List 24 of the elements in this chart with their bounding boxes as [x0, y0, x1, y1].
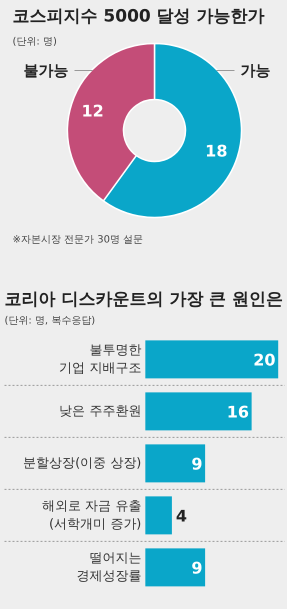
slice-label: 가능 — [240, 62, 270, 80]
y-tick-label: 낮은 주주환원 — [59, 404, 142, 419]
chart-title: 코리아 디스카운트의 가장 큰 원인은 — [4, 290, 284, 310]
bar — [145, 548, 206, 586]
data-label: 4 — [176, 506, 188, 526]
bar — [145, 444, 206, 482]
data-label: 20 — [253, 350, 276, 370]
y-tick-label: 해외로 자금 유출 (서학개미 증가) — [42, 498, 142, 532]
data-label: 12 — [82, 101, 104, 120]
data-label: 9 — [191, 454, 202, 474]
slice-label: 불가능 — [24, 62, 68, 80]
data-label: 9 — [191, 558, 202, 578]
bar — [145, 340, 278, 378]
chart-subtitle: (단위: 명) — [12, 36, 57, 48]
bar — [145, 392, 252, 430]
chart-title: 코스피지수 5000 달성 가능한가 — [12, 6, 265, 26]
text: (단위: 명, 복수응답) — [4, 316, 96, 326]
data-label: 18 — [205, 142, 228, 161]
text: ※자본시장 전문가 30명 설문 — [12, 234, 144, 246]
y-tick-label: 분할상장(이중 상장) — [23, 456, 142, 471]
y-tick-label: 떨어지는 경제성장률 — [76, 550, 142, 584]
data-label: 16 — [226, 402, 249, 422]
bar — [145, 496, 172, 534]
y-tick-label: 불투명한 기업 지배구조 — [59, 342, 142, 376]
